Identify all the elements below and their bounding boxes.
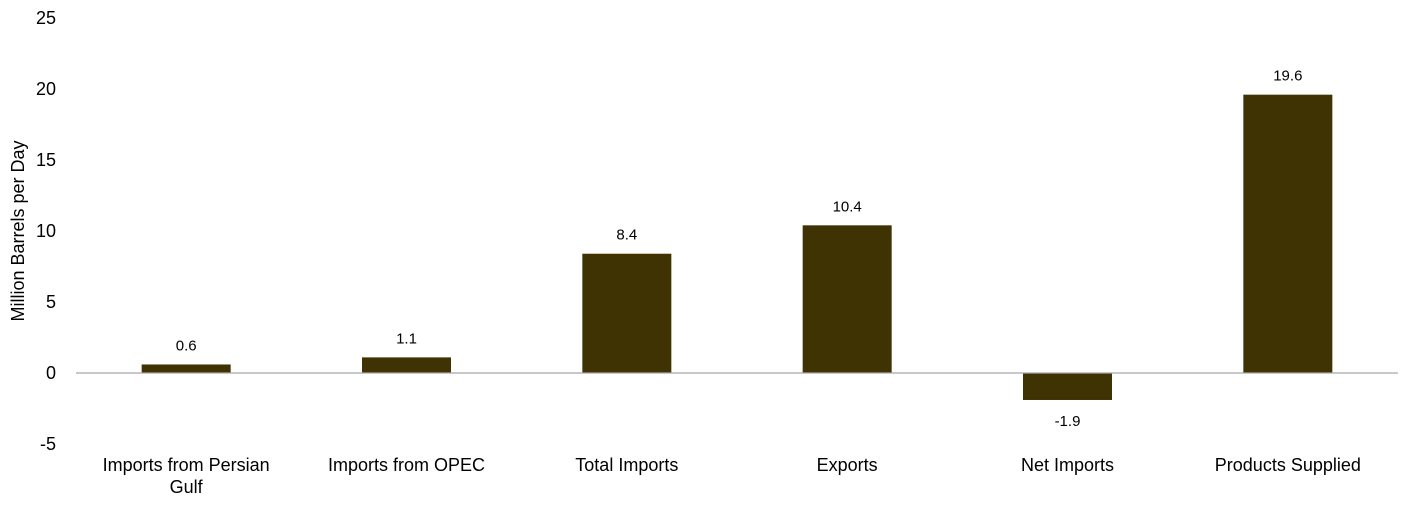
category-labels: Imports from Persian Gulf Imports from OPE…: [103, 455, 1361, 497]
y-tick-label: 25: [36, 8, 56, 28]
data-label: 19.6: [1273, 68, 1302, 85]
x-category-label: Imports from OPEC: [328, 455, 485, 475]
bars: [141, 94, 1333, 400]
bar: [802, 225, 892, 373]
x-category-label: Total Imports: [575, 455, 678, 475]
y-tick-label: 5: [46, 292, 56, 312]
data-labels: 0.6 1.1 8.4 10.4 -1.9 19.6: [176, 68, 1303, 430]
y-tick-label: -5: [40, 434, 56, 454]
x-category-label: Products Supplied: [1215, 455, 1361, 475]
x-category-label: Exports: [817, 455, 878, 475]
data-label: 8.4: [616, 227, 637, 244]
y-tick-label: 20: [36, 79, 56, 99]
data-label: 0.6: [176, 337, 197, 354]
data-label: 10.4: [833, 198, 862, 215]
y-axis-ticks: -5 0 5 10 15 20 25: [36, 8, 56, 454]
data-label: -1.9: [1055, 413, 1081, 430]
y-tick-label: 0: [46, 363, 56, 383]
y-tick-label: 10: [36, 221, 56, 241]
bar: [582, 253, 672, 373]
bar: [1243, 94, 1333, 374]
x-category-label: Imports from Persian Gulf: [103, 455, 270, 497]
bar: [362, 357, 451, 373]
y-tick-label: 15: [36, 150, 56, 170]
y-axis-title: Million Barrels per Day: [8, 140, 28, 321]
bar: [1023, 373, 1112, 400]
bar: [141, 364, 231, 373]
data-label: 1.1: [396, 330, 417, 347]
x-category-label: Net Imports: [1021, 455, 1114, 475]
